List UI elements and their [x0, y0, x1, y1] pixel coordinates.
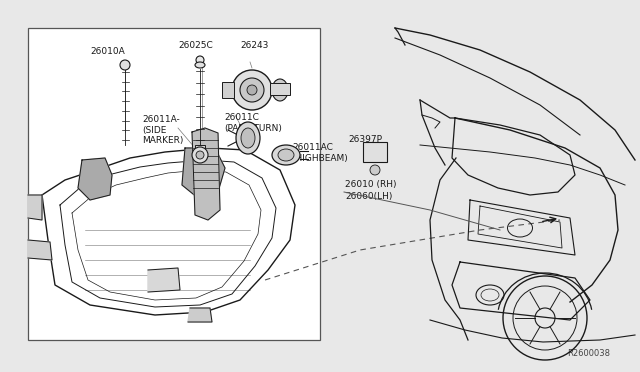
Polygon shape — [28, 240, 52, 260]
Bar — [195, 145, 205, 153]
Text: R2600038: R2600038 — [567, 349, 610, 358]
Text: 26011A-: 26011A- — [142, 115, 180, 125]
Circle shape — [196, 56, 204, 64]
Bar — [28, 28, 320, 340]
Text: 26011C: 26011C — [224, 113, 259, 122]
Text: (HIGHBEAM): (HIGHBEAM) — [292, 154, 348, 163]
Bar — [270, 83, 290, 95]
Bar — [363, 142, 387, 162]
Circle shape — [247, 85, 257, 95]
Text: 26010A: 26010A — [90, 48, 125, 57]
Ellipse shape — [272, 79, 288, 101]
Polygon shape — [42, 148, 295, 315]
Text: 26060(LH): 26060(LH) — [345, 192, 392, 202]
Polygon shape — [28, 195, 42, 220]
Ellipse shape — [241, 128, 255, 148]
Polygon shape — [148, 268, 180, 292]
Circle shape — [196, 151, 204, 159]
Circle shape — [192, 147, 208, 163]
Ellipse shape — [236, 122, 260, 154]
Text: 26243: 26243 — [240, 41, 268, 49]
Circle shape — [120, 60, 130, 70]
Polygon shape — [78, 158, 112, 200]
Text: 26025C: 26025C — [178, 41, 212, 49]
Ellipse shape — [272, 145, 300, 165]
Text: (PARK/TURN): (PARK/TURN) — [224, 124, 282, 132]
Polygon shape — [182, 148, 225, 198]
Ellipse shape — [278, 149, 294, 161]
Circle shape — [240, 78, 264, 102]
Ellipse shape — [195, 62, 205, 68]
Text: (SIDE: (SIDE — [142, 125, 166, 135]
Text: 26397P: 26397P — [348, 135, 382, 144]
Text: MARKER): MARKER) — [142, 135, 184, 144]
Text: 26010 (RH): 26010 (RH) — [345, 180, 397, 189]
Text: 26011AC: 26011AC — [292, 144, 333, 153]
Bar — [222, 82, 234, 98]
Polygon shape — [192, 128, 220, 220]
Circle shape — [370, 165, 380, 175]
Circle shape — [232, 70, 272, 110]
Polygon shape — [188, 308, 212, 322]
